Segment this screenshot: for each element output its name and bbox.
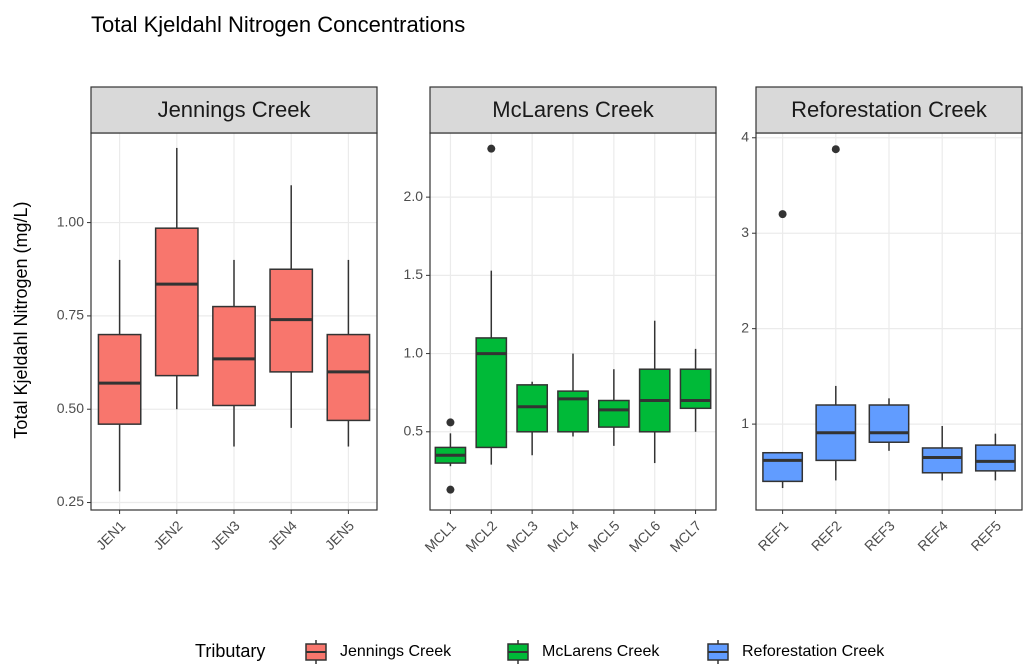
y-tick-label: 1.00 [57, 213, 84, 229]
y-tick-label: 0.50 [57, 400, 84, 416]
legend-label: McLarens Creek [542, 643, 660, 660]
strip [429, 86, 717, 134]
box [762, 451, 804, 483]
box [475, 337, 508, 449]
y-tick-label: 1.0 [404, 344, 424, 360]
strip-label: Reforestation Creek [791, 97, 988, 122]
x-tick-label: JEN3 [207, 517, 243, 553]
x-tick-label: REF3 [861, 517, 898, 554]
x-tick-label: JEN5 [322, 517, 358, 553]
x-tick-label: MCL6 [626, 517, 664, 555]
y-tick-label: 0.75 [57, 307, 84, 323]
box [326, 333, 371, 422]
x-tick-label: MCL4 [544, 517, 582, 555]
x-tick-label: MCL5 [585, 517, 623, 555]
legend-label: Jennings Creek [340, 643, 452, 660]
outlier [446, 418, 455, 427]
chart-title: Total Kjeldahl Nitrogen Concentrations [91, 12, 465, 37]
y-tick-label: 1 [741, 415, 749, 431]
strip-label: McLarens Creek [492, 97, 654, 122]
y-tick-label: 4 [741, 128, 749, 144]
outlier [778, 210, 787, 219]
box [597, 399, 630, 428]
x-tick-label: REF1 [755, 517, 792, 554]
y-tick-label: 3 [741, 224, 749, 240]
strip-label: Jennings Creek [158, 97, 312, 122]
box [97, 333, 142, 425]
box [974, 444, 1016, 472]
box [212, 305, 256, 407]
x-tick-label: MCL1 [421, 517, 459, 555]
y-tick-label: 2.0 [404, 188, 424, 204]
strip [90, 86, 378, 134]
x-tick-label: MCL3 [503, 517, 541, 555]
y-tick-label: 1.5 [404, 266, 424, 282]
y-tick-label: 0.5 [404, 422, 424, 438]
box [868, 404, 910, 443]
x-tick-label: JEN4 [264, 517, 300, 553]
x-tick-label: JEN2 [150, 517, 186, 553]
x-tick-label: REF5 [968, 517, 1005, 554]
strip [755, 86, 1023, 134]
x-tick-label: MCL2 [462, 517, 500, 555]
outlier [446, 485, 455, 494]
legend-label: Reforestation Creek [742, 643, 885, 660]
y-tick-label: 0.25 [57, 493, 84, 509]
x-tick-label: JEN1 [93, 517, 129, 553]
box [679, 368, 712, 410]
x-tick-label: MCL7 [667, 517, 705, 555]
y-tick-label: 2 [741, 319, 749, 335]
outlier [831, 145, 840, 154]
x-tick-label: REF2 [808, 517, 845, 554]
box [154, 227, 199, 377]
box [516, 384, 549, 433]
y-axis-title: Total Kjeldahl Nitrogen (mg/L) [11, 201, 31, 438]
box [921, 447, 963, 474]
x-tick-label: REF4 [914, 517, 951, 554]
box [557, 390, 589, 433]
outlier [487, 144, 496, 153]
legend-title: Tributary [195, 641, 265, 661]
